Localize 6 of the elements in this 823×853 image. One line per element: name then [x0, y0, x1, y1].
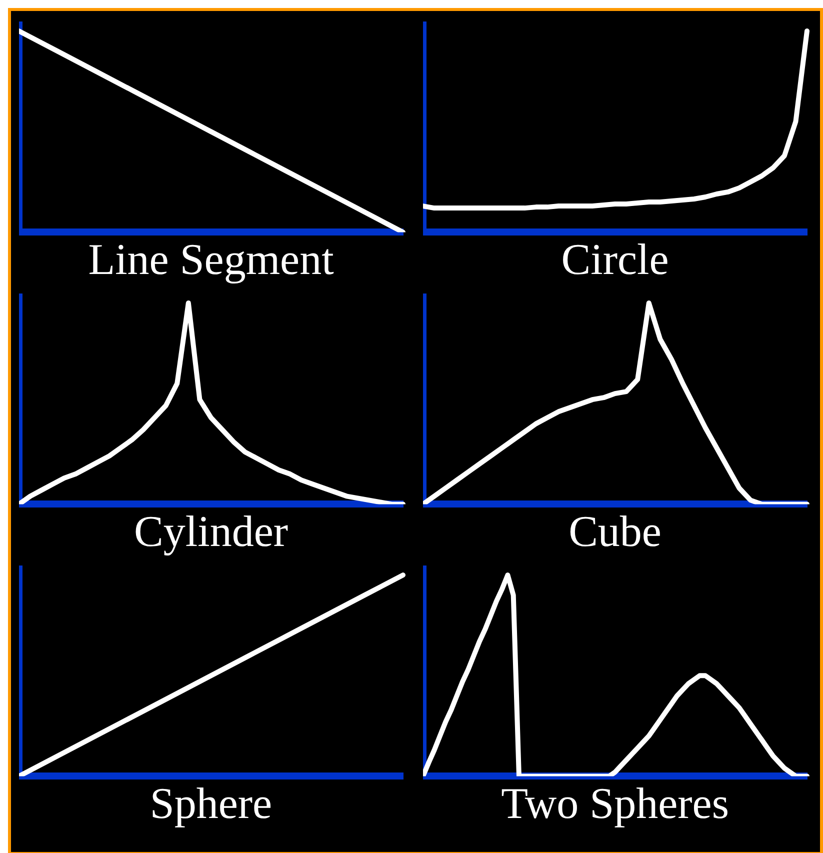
x-axis-title: Two Spheres — [501, 779, 729, 828]
x-axis-title: Line Segment — [88, 235, 334, 284]
x-axis-title: Cube — [568, 507, 662, 556]
x-axis-title: Circle — [561, 235, 669, 284]
x-axis-title: Sphere — [150, 779, 272, 828]
x-axis-title: Cylinder — [134, 507, 288, 556]
